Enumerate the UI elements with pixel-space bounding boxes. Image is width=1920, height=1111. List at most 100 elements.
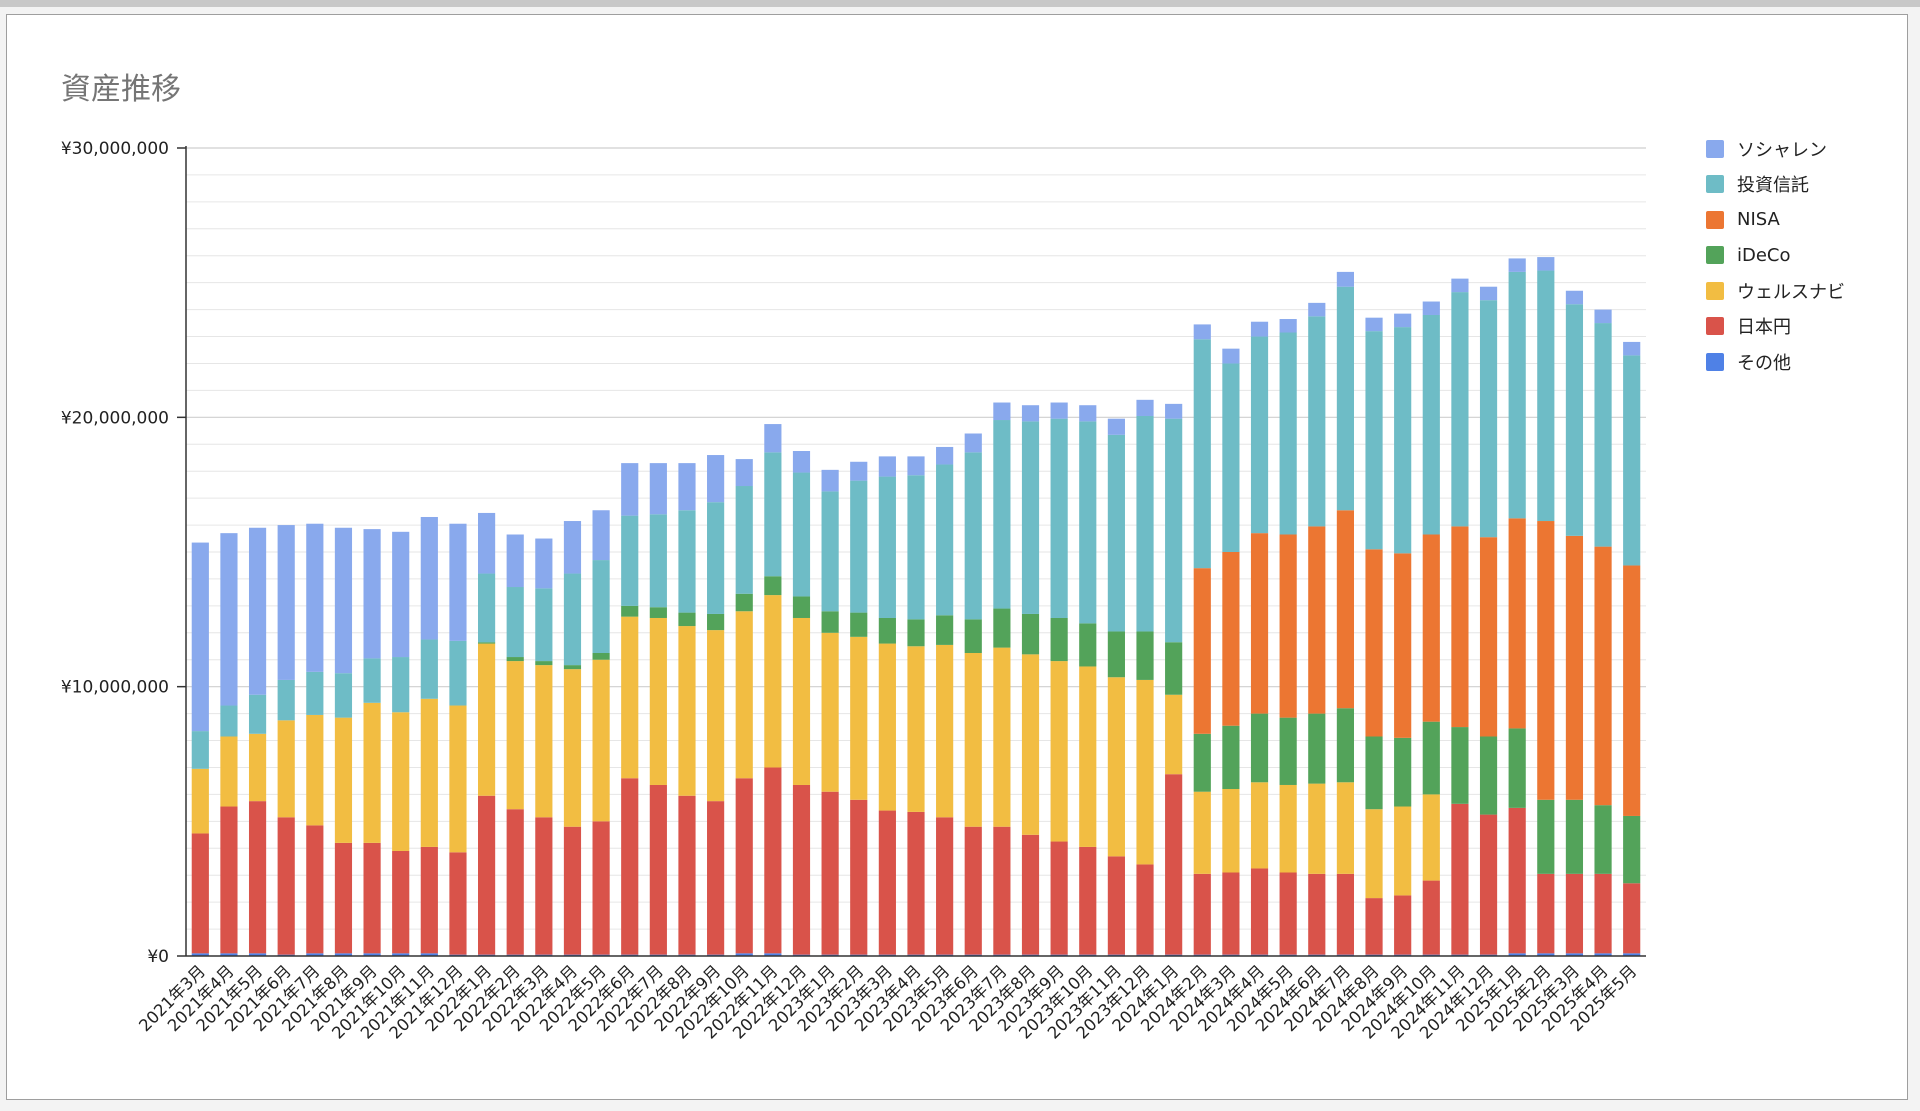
bar-segment <box>764 767 782 954</box>
bar-segment <box>993 420 1011 609</box>
bar-segment <box>1365 331 1383 550</box>
bar-segment <box>1222 348 1240 364</box>
bar-segment <box>306 714 324 826</box>
bar-segment <box>850 612 868 637</box>
legend-item[interactable]: 投資信託 <box>1706 167 1845 203</box>
bar-segment <box>1050 402 1068 419</box>
bar-segment <box>735 611 753 779</box>
bar-segment <box>1537 799 1555 874</box>
bar-segment <box>1336 782 1354 874</box>
bar-segment <box>621 463 639 516</box>
bar-segment <box>821 491 839 612</box>
bar-segment <box>191 542 209 732</box>
legend-item[interactable]: 日本円 <box>1706 309 1845 345</box>
bar-segment <box>993 826 1011 955</box>
bar-segment <box>1623 815 1641 884</box>
legend-item[interactable]: iDeCo <box>1706 238 1845 274</box>
bar-segment <box>220 736 238 807</box>
bar-segment <box>563 669 582 827</box>
bar-segment <box>1021 654 1040 835</box>
axes <box>177 146 1646 957</box>
bar-segment <box>1193 324 1211 340</box>
bar-segment <box>506 661 524 810</box>
bar-segment <box>678 612 696 627</box>
bar-segment <box>1308 526 1326 714</box>
bar-segment <box>506 809 524 955</box>
bar-segment <box>248 801 267 954</box>
bar-segment <box>621 605 639 617</box>
bar-segment <box>1537 953 1555 956</box>
bar-segment <box>592 653 610 660</box>
legend: ソシャレン 投資信託 NISA iDeCo ウェルスナビ 日本円 その他 <box>1706 131 1845 380</box>
bar-segment <box>220 705 238 737</box>
bar-segment <box>621 778 639 955</box>
bar-segment <box>1508 728 1526 808</box>
bar-segment <box>649 514 667 608</box>
y-tick-label: ¥10,000,000 <box>61 678 169 698</box>
bar-segment <box>1594 309 1612 324</box>
bar-segment <box>1193 339 1211 569</box>
bar-segment <box>1222 789 1240 873</box>
legend-item[interactable]: その他 <box>1706 344 1845 380</box>
bar-segment <box>649 607 667 618</box>
bar-segment <box>1308 783 1326 874</box>
bar-segment <box>907 811 925 955</box>
bar-segment <box>1623 341 1641 356</box>
bar-segment <box>1193 733 1211 792</box>
bar-segment <box>1079 421 1097 624</box>
bar-segment <box>993 608 1011 648</box>
bar-segment <box>1021 421 1040 614</box>
legend-swatch <box>1706 352 1724 371</box>
bar-segment <box>1479 814 1498 955</box>
bar-segment <box>1365 736 1383 810</box>
bar-segment <box>1565 799 1584 874</box>
bar-segment <box>1336 510 1354 709</box>
bar-segment <box>306 825 324 954</box>
bar-segment <box>306 671 324 715</box>
bar-segment <box>1279 332 1297 535</box>
legend-swatch <box>1706 281 1724 300</box>
bar-segment <box>1422 721 1440 795</box>
bar-segment <box>535 665 553 818</box>
bar-segment <box>277 817 295 955</box>
bar-segment <box>1565 953 1584 956</box>
legend-item[interactable]: ウェルスナビ <box>1706 273 1845 309</box>
legend-label: 投資信託 <box>1737 175 1809 197</box>
y-tick-label: ¥0 <box>147 947 169 967</box>
bar-segment <box>277 679 295 721</box>
bar-segment <box>1623 953 1641 956</box>
bar-segment <box>248 953 267 956</box>
bar-segment <box>792 596 811 618</box>
bar-segment <box>1250 713 1269 783</box>
bar-segment <box>1394 553 1412 738</box>
bar-segment <box>1565 535 1584 800</box>
bar-segment <box>1594 323 1612 547</box>
bar-segment <box>735 459 753 487</box>
bar-segment <box>1479 300 1498 538</box>
bar-segment <box>707 613 725 631</box>
bar-segment <box>1250 533 1269 714</box>
bar-segment <box>1537 873 1555 954</box>
bar-segment <box>363 702 381 843</box>
bar-segment <box>1508 518 1526 729</box>
bar-segment <box>392 850 410 954</box>
bar-segment <box>1623 565 1641 816</box>
bar-segment <box>1594 873 1612 954</box>
bar-segment <box>964 619 982 653</box>
bar-segment <box>420 846 438 954</box>
bar-segment <box>936 446 954 465</box>
bar-segment <box>535 817 553 955</box>
bar-segment <box>792 451 811 473</box>
bar-segment <box>363 529 381 659</box>
legend-item[interactable]: ソシャレン <box>1706 131 1845 167</box>
legend-label: ウェルスナビ <box>1737 281 1845 303</box>
bar-segment <box>878 810 896 955</box>
bar-segment <box>1250 336 1269 534</box>
bar-segment <box>506 657 524 662</box>
bar-segment <box>1107 418 1125 435</box>
legend-item[interactable]: NISA <box>1706 202 1845 238</box>
bar-segment <box>420 516 438 640</box>
legend-swatch <box>1706 139 1724 158</box>
bar-segment <box>1079 623 1097 667</box>
bar-segment <box>449 705 467 853</box>
